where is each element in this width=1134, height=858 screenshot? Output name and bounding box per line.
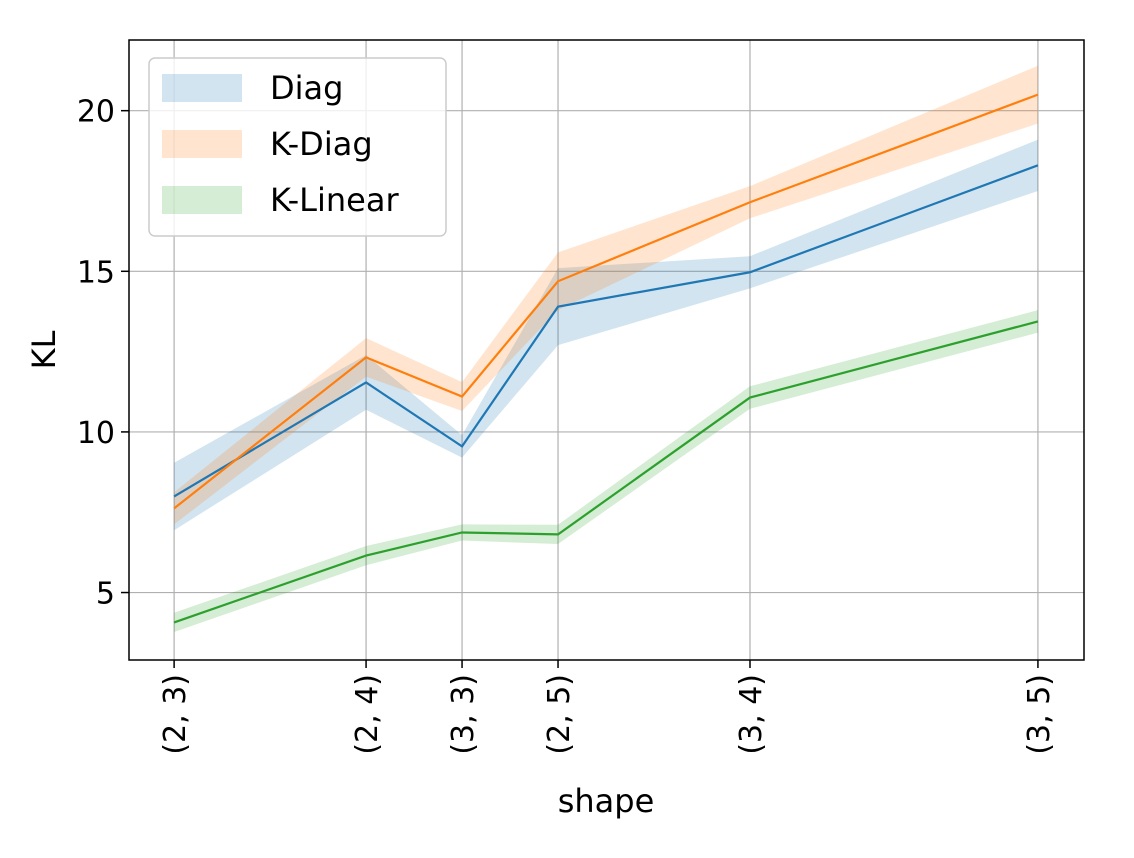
legend: Diag K-Diag K-Linear [148, 57, 447, 237]
y-axis: 5 10 15 20 [77, 95, 129, 612]
y-tick-label: 15 [77, 255, 115, 290]
legend-label: K-Linear [270, 181, 399, 219]
y-axis-label: KL [25, 330, 63, 369]
x-tick-label: (2, 5) [542, 674, 577, 755]
legend-swatch [162, 74, 242, 102]
line-k-diag [173, 93, 1039, 510]
legend-frame [148, 57, 447, 237]
x-tick-label: (3, 3) [446, 674, 481, 755]
band-k-diag [174, 65, 1038, 525]
legend-label: Diag [270, 69, 343, 107]
confidence-bands [174, 65, 1038, 633]
legend-swatch [162, 130, 242, 158]
band-diag [174, 139, 1038, 531]
y-tick-label: 10 [77, 416, 115, 451]
line-k-linear [173, 320, 1039, 624]
series-lines [173, 93, 1039, 624]
x-axis: (2, 3) (2, 4) (3, 3) (2, 5) (3, 4) (3, 5) [158, 660, 1057, 755]
x-axis-label: shape [558, 782, 655, 820]
plot-frame [128, 39, 1085, 661]
y-tick-label: 20 [77, 95, 115, 130]
x-tick-label: (2, 3) [158, 674, 193, 755]
line-diag [173, 164, 1039, 498]
x-tick-label: (3, 5) [1022, 674, 1057, 755]
legend-swatch [162, 186, 242, 214]
x-tick-label: (2, 4) [350, 674, 385, 755]
x-tick-label: (3, 4) [734, 674, 769, 755]
band-k-linear [174, 310, 1038, 633]
legend-label: K-Diag [270, 125, 373, 163]
y-tick-label: 5 [96, 577, 115, 612]
